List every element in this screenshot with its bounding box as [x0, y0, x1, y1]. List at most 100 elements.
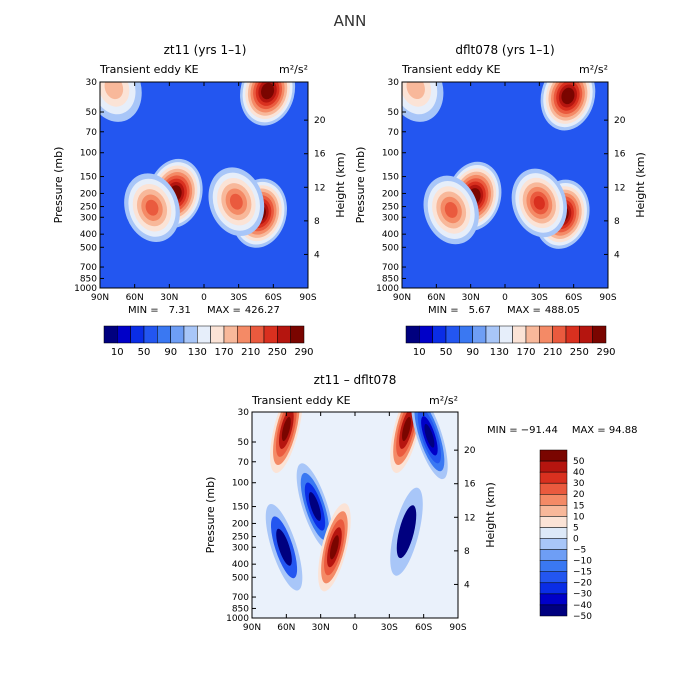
panel-zt11: zt11 (yrs 1–1) Transient eddy KE m²/s² 9… — [52, 43, 347, 358]
colorbar-swatch — [539, 505, 568, 517]
y-tick-label: 300 — [80, 213, 97, 223]
heatmap-feature — [318, 503, 351, 592]
x-tick-label: 90S — [299, 293, 316, 303]
y-tick-label: 500 — [232, 573, 249, 583]
colorbar-swatch — [143, 325, 158, 344]
min-label: MIN = 5.67 — [428, 305, 491, 316]
colorbar-label: 20 — [573, 490, 585, 500]
y-tick-label: 200 — [80, 189, 97, 199]
contour-level — [104, 82, 124, 100]
x-tick-label: 60N — [126, 293, 144, 303]
y-tick-label: 30 — [238, 408, 250, 418]
y-tick-label: 100 — [232, 479, 249, 489]
colorbar-swatch — [103, 325, 118, 344]
units-label: m²/s² — [429, 394, 458, 407]
heatmap-feature — [411, 412, 448, 480]
contour-level — [145, 199, 159, 216]
x-tick-label: 60S — [415, 623, 432, 633]
heatmap-feature — [423, 175, 479, 245]
y2-tick-label: 8 — [464, 547, 470, 557]
panel-title: zt11 (yrs 1–1) — [164, 43, 247, 57]
colorbar-label: 40 — [573, 468, 585, 478]
y2-tick-label: 8 — [614, 217, 620, 227]
x-tick-label: 0 — [352, 623, 358, 633]
colorbar-label: 170 — [516, 347, 535, 358]
x-tick-label: 30N — [312, 623, 330, 633]
y2-tick-label: 16 — [614, 150, 626, 160]
colorbar-swatch — [539, 494, 568, 506]
panel-title: dflt078 (yrs 1–1) — [455, 43, 554, 57]
colorbar-label: 50 — [138, 347, 151, 358]
y-tick-label: 150 — [80, 173, 97, 183]
colorbar-label: 290 — [596, 347, 615, 358]
x-tick-label: 90N — [91, 293, 109, 303]
heatmap-feature — [390, 412, 423, 473]
colorbar-swatch — [445, 325, 460, 344]
y-tick-label: 700 — [382, 263, 399, 273]
colorbar-swatch — [539, 516, 568, 528]
y2-tick-label: 12 — [614, 183, 625, 193]
colorbar-swatch — [223, 325, 238, 344]
heatmap-field — [100, 82, 308, 288]
colorbar-swatch — [539, 593, 568, 606]
y2-axis-label: Height (km) — [334, 152, 347, 218]
min-max-label: MIN = −91.44 MAX = 94.88 — [487, 425, 638, 436]
colorbar-swatch — [277, 325, 291, 344]
colorbar-label: 130 — [188, 347, 207, 358]
y2-tick-label: 20 — [464, 446, 476, 456]
y-axis-label: Pressure (mb) — [52, 147, 65, 224]
x-tick-label: 90N — [243, 623, 261, 633]
x-tick-label: 60N — [277, 623, 295, 633]
y-tick-label: 250 — [232, 533, 249, 543]
y-tick-label: 1000 — [226, 614, 249, 624]
colorbar-swatch — [539, 604, 568, 617]
y2-axis-label: Height (km) — [634, 152, 647, 218]
colorbar-swatch — [539, 560, 568, 573]
heatmap-feature — [402, 82, 444, 122]
units-label: m²/s² — [279, 63, 308, 76]
panel-difference: zt11 – dflt078 Transient eddy KE m²/s² 9… — [204, 373, 638, 633]
colorbar-label: 90 — [466, 347, 479, 358]
y-tick-label: 150 — [232, 503, 249, 513]
colorbar-label: 130 — [490, 347, 509, 358]
y-tick-label: 300 — [382, 213, 399, 223]
colorbar-swatch — [157, 325, 171, 344]
colorbar-swatch — [499, 325, 513, 344]
y-tick-label: 70 — [238, 458, 250, 468]
colorbar-swatch — [250, 325, 265, 344]
colorbar-swatch — [405, 325, 420, 344]
colorbar-swatch — [170, 325, 185, 344]
heatmap-field — [402, 82, 608, 288]
heatmap-feature — [208, 167, 265, 236]
colorbar-swatch — [592, 325, 607, 344]
colorbar-label: −10 — [573, 557, 592, 567]
colorbar-label: 10 — [573, 512, 585, 522]
y-tick-label: 70 — [388, 128, 400, 138]
colorbar-swatch — [237, 325, 251, 344]
heatmap-feature — [511, 168, 568, 238]
heatmap-feature — [296, 463, 334, 550]
units-label: m²/s² — [579, 63, 608, 76]
y-tick-label: 1000 — [376, 284, 399, 294]
colorbar-swatch — [290, 325, 305, 344]
colorbar-label: 10 — [111, 347, 124, 358]
y-tick-label: 850 — [80, 274, 97, 284]
figure-title: ANN — [334, 12, 367, 30]
panel-subtitle: Transient eddy KE — [99, 63, 199, 76]
colorbar-label: −20 — [573, 579, 592, 589]
colorbar-label: 15 — [573, 501, 584, 511]
x-tick-label: 60S — [565, 293, 582, 303]
colorbar-swatch — [539, 571, 568, 584]
contour-level — [402, 416, 411, 441]
y-tick-label: 30 — [86, 78, 98, 88]
colorbar-label: 5 — [573, 523, 579, 533]
y2-tick-label: 20 — [314, 116, 326, 126]
heatmap-feature — [124, 173, 180, 243]
colorbar-swatch — [539, 538, 568, 550]
x-tick-label: 30S — [381, 623, 398, 633]
y-tick-label: 700 — [232, 593, 249, 603]
contour-level — [281, 416, 291, 441]
y2-tick-label: 8 — [314, 217, 320, 227]
colorbar-label: −15 — [573, 568, 592, 578]
